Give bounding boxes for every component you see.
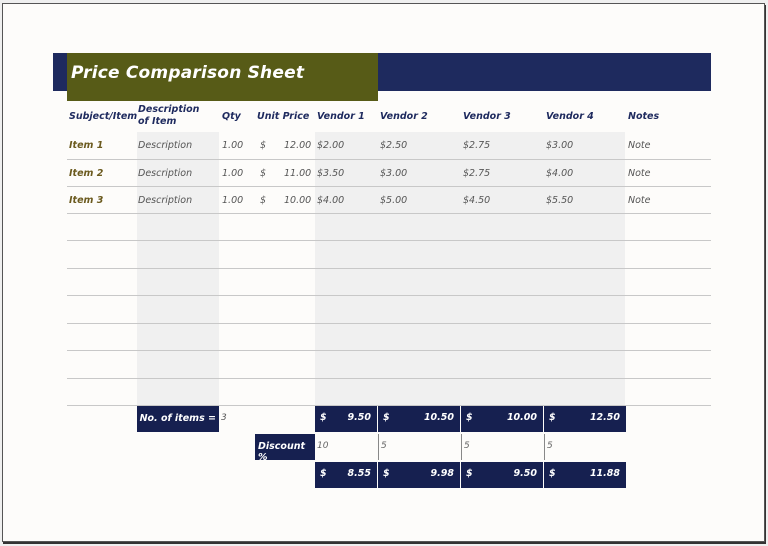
description-cell[interactable]: Description [138,140,193,151]
row-divider [67,323,711,324]
header-vendor-1: Vendor 1 [317,111,365,122]
description-cell[interactable]: Description [138,168,193,179]
row-divider [67,378,711,379]
vendor-1-cell[interactable]: $4.00 [317,195,345,206]
items-count-label: No. of items = [139,413,216,424]
vendor-columns-shade [315,132,625,406]
vendor-1-cell[interactable]: $3.50 [317,168,345,179]
header-vendor-3: Vendor 3 [463,111,511,122]
discount-label-box: Discount % [255,434,315,463]
notes-cell[interactable]: Note [628,168,651,179]
qty-cell[interactable]: 1.00 [222,168,244,179]
header-description: Description of Item [138,104,200,127]
header-vendor-4: Vendor 4 [546,111,594,122]
vendor-1-total: $9.50 [315,406,377,432]
row-divider [67,213,711,214]
row-divider [67,240,711,241]
vendor-3-total: $10.00 [461,406,543,432]
vendor-3-discounted-total: $9.50 [461,462,543,488]
row-divider [67,159,711,160]
vendor-3-cell[interactable]: $2.75 [463,140,491,151]
vendor-2-total: $10.50 [378,406,460,432]
qty-cell[interactable]: 1.00 [222,140,244,151]
unit-price-cell[interactable]: 11.00 [284,168,312,179]
vendor-4-cell[interactable]: $5.50 [546,195,574,206]
row-divider [67,405,711,406]
vendor-2-cell[interactable]: $3.00 [380,168,408,179]
item-cell[interactable]: Item 1 [69,140,104,151]
notes-cell[interactable]: Note [628,140,651,151]
vendor-2-cell[interactable]: $5.00 [380,195,408,206]
header-notes: Notes [628,111,660,122]
row-divider [67,268,711,269]
item-cell[interactable]: Item 3 [69,195,104,206]
description-cell[interactable]: Description [138,195,193,206]
vendor-3-cell[interactable]: $2.75 [463,168,491,179]
row-divider [67,295,711,296]
row-divider [67,350,711,351]
vendor-2-discounted-total: $9.98 [378,462,460,488]
page-title: Price Comparison Sheet [71,63,305,83]
vendor-4-discount[interactable]: 5 [544,434,627,460]
currency-symbol: $ [260,195,267,206]
currency-symbol: $ [260,140,267,151]
currency-symbol: $ [260,168,267,179]
vendor-3-discount[interactable]: 5 [461,434,544,460]
header-unit-price: Unit Price [257,111,310,122]
vendor-1-discounted-total: $8.55 [315,462,377,488]
discount-label: Discount % [258,441,306,463]
items-count-label-box: No. of items = [137,406,219,432]
row-divider [67,186,711,187]
description-column-shade [137,132,219,406]
notes-cell[interactable]: Note [628,195,651,206]
item-cell[interactable]: Item 2 [69,168,104,179]
vendor-1-cell[interactable]: $2.00 [317,140,345,151]
vendor-4-discounted-total: $11.88 [544,462,626,488]
vendor-4-cell[interactable]: $3.00 [546,140,574,151]
items-count-value: 3 [221,413,227,423]
vendor-4-total: $12.50 [544,406,626,432]
title-box: Price Comparison Sheet [67,53,378,101]
header-qty: Qty [222,111,241,122]
vendor-2-discount[interactable]: 5 [378,434,461,460]
vendor-2-cell[interactable]: $2.50 [380,140,408,151]
vendor-3-cell[interactable]: $4.50 [463,195,491,206]
vendor-1-discount[interactable]: 10 [315,434,377,460]
unit-price-cell[interactable]: 12.00 [284,140,312,151]
header-subject: Subject/Item [69,111,138,122]
header-vendor-2: Vendor 2 [380,111,428,122]
qty-cell[interactable]: 1.00 [222,195,244,206]
unit-price-cell[interactable]: 10.00 [284,195,312,206]
vendor-4-cell[interactable]: $4.00 [546,168,574,179]
